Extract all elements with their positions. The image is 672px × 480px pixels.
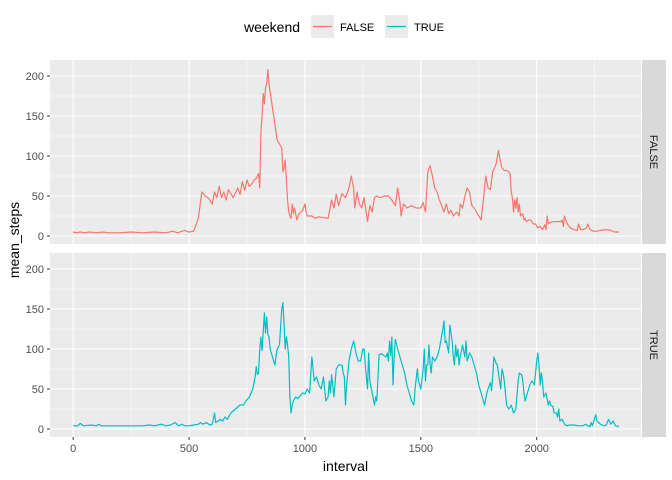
y-tick-label: 0 bbox=[38, 424, 44, 436]
x-axis: 0 500 1000 1500 2000 bbox=[70, 437, 549, 455]
facet-strip bbox=[642, 253, 666, 437]
y-tick-label: 150 bbox=[26, 111, 44, 123]
x-tick-label: 2000 bbox=[524, 443, 548, 455]
panel-background bbox=[50, 253, 641, 437]
x-tick-label: 1500 bbox=[409, 443, 433, 455]
x-tick-label: 500 bbox=[180, 443, 198, 455]
legend-label: FALSE bbox=[340, 22, 374, 34]
legend: weekend FALSE TRUE bbox=[243, 15, 444, 38]
y-tick-label: 200 bbox=[26, 71, 44, 83]
facet-strip-label: FALSE bbox=[647, 135, 659, 169]
y-tick-label: 200 bbox=[26, 264, 44, 276]
legend-entry-true: TRUE bbox=[385, 15, 444, 38]
legend-title: weekend bbox=[243, 19, 300, 35]
y-tick-label: 50 bbox=[32, 384, 44, 396]
facet-panel-false: 0 50 100 150 200 FALSE bbox=[26, 60, 666, 244]
facet-strip-label: TRUE bbox=[647, 330, 659, 360]
y-tick-label: 50 bbox=[32, 191, 44, 203]
legend-entry-false: FALSE bbox=[311, 15, 374, 38]
series-line-false bbox=[73, 69, 619, 234]
y-axis-title: mean_steps bbox=[6, 202, 22, 278]
x-tick-label: 1000 bbox=[293, 443, 317, 455]
facet-strip bbox=[642, 60, 666, 244]
y-tick-label: 100 bbox=[26, 344, 44, 356]
x-axis-title: interval bbox=[323, 458, 368, 474]
y-tick-label: 0 bbox=[38, 231, 44, 243]
y-tick-label: 150 bbox=[26, 304, 44, 316]
panel-background bbox=[50, 60, 641, 244]
y-tick-label: 100 bbox=[26, 151, 44, 163]
series-line-true bbox=[73, 302, 620, 428]
facet-panel-true: 0 50 100 150 200 TRUE bbox=[26, 253, 666, 437]
x-tick-label: 0 bbox=[70, 443, 76, 455]
legend-label: TRUE bbox=[414, 22, 444, 34]
